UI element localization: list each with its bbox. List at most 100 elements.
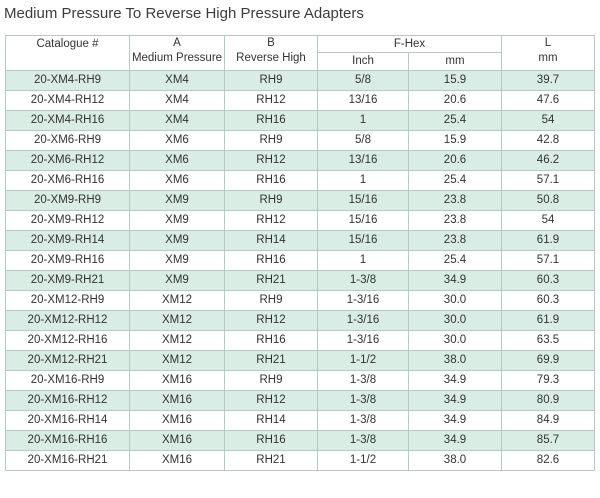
medium-pressure-cell: XM6 xyxy=(129,150,225,171)
medium-pressure-cell: XM12 xyxy=(129,310,225,331)
a-header-letter: A xyxy=(173,37,181,49)
fhex-mm-cell: 34.9 xyxy=(408,390,502,411)
medium-pressure-cell: XM16 xyxy=(129,450,225,471)
medium-pressure-cell: XM16 xyxy=(129,430,225,451)
fhex-mm-cell: 34.9 xyxy=(408,430,502,451)
fhex-mm-cell: 23.8 xyxy=(408,230,502,251)
table-row: 20-XM4-RH9 XM4 RH9 5/8 15.9 39.7 xyxy=(5,70,595,91)
length-mm-cell: 61.9 xyxy=(501,310,595,331)
fhex-mm-cell: 38.0 xyxy=(408,350,502,371)
table-row: 20-XM9-RH16 XM9 RH16 1 25.4 57.1 xyxy=(5,250,595,271)
length-mm-cell: 82.6 xyxy=(501,450,595,471)
medium-pressure-cell: XM9 xyxy=(129,190,225,211)
reverse-high-cell: RH12 xyxy=(224,90,318,111)
catalogue-cell: 20-XM12-RH12 xyxy=(5,310,130,331)
fhex-mm-cell: 15.9 xyxy=(408,70,502,91)
fhex-inch-cell: 1-3/8 xyxy=(317,430,409,451)
medium-pressure-cell: XM12 xyxy=(129,290,225,311)
catalogue-cell: 20-XM12-RH16 xyxy=(5,330,130,351)
catalogue-header: Catalogue # xyxy=(5,35,130,71)
table-row: 20-XM12-RH16 XM12 RH16 1-3/16 30.0 63.5 xyxy=(5,330,595,351)
fhex-mm-cell: 23.8 xyxy=(408,210,502,231)
catalogue-cell: 20-XM9-RH9 xyxy=(5,190,130,211)
table-row: 20-XM12-RH21 XM12 RH21 1-1/2 38.0 69.9 xyxy=(5,350,595,371)
fhex-inch-cell: 1-3/16 xyxy=(317,310,409,331)
reverse-high-cell: RH14 xyxy=(224,410,318,431)
reverse-high-cell: RH9 xyxy=(224,370,318,391)
reverse-high-cell: RH12 xyxy=(224,150,318,171)
table-row: 20-XM6-RH12 XM6 RH12 13/16 20.6 46.2 xyxy=(5,150,595,171)
catalogue-cell: 20-XM6-RH12 xyxy=(5,150,130,171)
fhex-inch-cell: 1-3/16 xyxy=(317,330,409,351)
length-mm-cell: 60.3 xyxy=(501,290,595,311)
fhex-inch-cell: 1-3/8 xyxy=(317,370,409,391)
medium-pressure-cell: XM12 xyxy=(129,330,225,351)
fhex-inch-cell: 1 xyxy=(317,170,409,191)
fhex-inch-cell: 15/16 xyxy=(317,230,409,251)
reverse-high-cell: RH16 xyxy=(224,170,318,191)
fhex-mm-cell: 25.4 xyxy=(408,250,502,271)
fhex-mm-cell: 34.9 xyxy=(408,270,502,291)
reverse-high-cell: RH9 xyxy=(224,130,318,151)
reverse-high-cell: RH16 xyxy=(224,330,318,351)
medium-pressure-cell: XM4 xyxy=(129,110,225,131)
catalogue-cell: 20-XM4-RH9 xyxy=(5,70,130,91)
l-header: L mm xyxy=(501,35,595,71)
table-row: 20-XM16-RH12 XM16 RH12 1-3/8 34.9 80.9 xyxy=(5,390,595,411)
catalogue-cell: 20-XM16-RH12 xyxy=(5,390,130,411)
medium-pressure-cell: XM4 xyxy=(129,90,225,111)
table-row: 20-XM4-RH12 XM4 RH12 13/16 20.6 47.6 xyxy=(5,90,595,111)
fhex-mm-cell: 30.0 xyxy=(408,310,502,331)
fhex-mm-cell: 38.0 xyxy=(408,450,502,471)
reverse-high-cell: RH14 xyxy=(224,230,318,251)
fhex-inch-header: Inch xyxy=(317,52,409,71)
fhex-inch-cell: 1-1/2 xyxy=(317,350,409,371)
table-row: 20-XM9-RH12 XM9 RH12 15/16 23.8 54 xyxy=(5,210,595,231)
medium-pressure-cell: XM6 xyxy=(129,170,225,191)
length-mm-cell: 42.8 xyxy=(501,130,595,151)
b-header-letter: B xyxy=(267,37,275,49)
catalogue-cell: 20-XM9-RH14 xyxy=(5,230,130,251)
length-mm-cell: 61.9 xyxy=(501,230,595,251)
fhex-inch-cell: 1 xyxy=(317,250,409,271)
length-mm-cell: 84.9 xyxy=(501,410,595,431)
fhex-inch-cell: 5/8 xyxy=(317,70,409,91)
fhex-inch-cell: 1-3/8 xyxy=(317,410,409,431)
fhex-mm-cell: 25.4 xyxy=(408,110,502,131)
catalogue-cell: 20-XM9-RH12 xyxy=(5,210,130,231)
table-row: 20-XM12-RH12 XM12 RH12 1-3/16 30.0 61.9 xyxy=(5,310,595,331)
a-header: A Medium Pressure xyxy=(129,35,225,71)
catalogue-cell: 20-XM12-RH21 xyxy=(5,350,130,371)
catalogue-cell: 20-XM16-RH9 xyxy=(5,370,130,391)
length-mm-cell: 57.1 xyxy=(501,170,595,191)
fhex-mm-cell: 30.0 xyxy=(408,330,502,351)
reverse-high-cell: RH9 xyxy=(224,190,318,211)
length-mm-cell: 47.6 xyxy=(501,90,595,111)
fhex-inch-cell: 1-3/16 xyxy=(317,290,409,311)
table-header: Catalogue # A Medium Pressure B Reverse … xyxy=(5,35,595,71)
fhex-inch-cell: 1-1/2 xyxy=(317,450,409,471)
medium-pressure-cell: XM9 xyxy=(129,210,225,231)
fhex-inch-cell: 1-3/8 xyxy=(317,390,409,411)
length-mm-cell: 79.3 xyxy=(501,370,595,391)
medium-pressure-cell: XM9 xyxy=(129,250,225,271)
table-row: 20-XM6-RH9 XM6 RH9 5/8 15.9 42.8 xyxy=(5,130,595,151)
length-mm-cell: 39.7 xyxy=(501,70,595,91)
fhex-header: F-Hex xyxy=(317,35,502,53)
catalogue-cell: 20-XM12-RH9 xyxy=(5,290,130,311)
table-row: 20-XM16-RH9 XM16 RH9 1-3/8 34.9 79.3 xyxy=(5,370,595,391)
length-mm-cell: 57.1 xyxy=(501,250,595,271)
table-row: 20-XM12-RH9 XM12 RH9 1-3/16 30.0 60.3 xyxy=(5,290,595,311)
catalogue-cell: 20-XM16-RH16 xyxy=(5,430,130,451)
medium-pressure-cell: XM16 xyxy=(129,390,225,411)
length-mm-cell: 63.5 xyxy=(501,330,595,351)
l-header-unit: mm xyxy=(538,52,558,64)
catalogue-cell: 20-XM6-RH9 xyxy=(5,130,130,151)
fhex-inch-cell: 15/16 xyxy=(317,210,409,231)
medium-pressure-cell: XM9 xyxy=(129,230,225,251)
table-row: 20-XM9-RH9 XM9 RH9 15/16 23.8 50.8 xyxy=(5,190,595,211)
fhex-inch-cell: 13/16 xyxy=(317,150,409,171)
table-row: 20-XM9-RH21 XM9 RH21 1-3/8 34.9 60.3 xyxy=(5,270,595,291)
length-mm-cell: 60.3 xyxy=(501,270,595,291)
fhex-mm-cell: 20.6 xyxy=(408,90,502,111)
